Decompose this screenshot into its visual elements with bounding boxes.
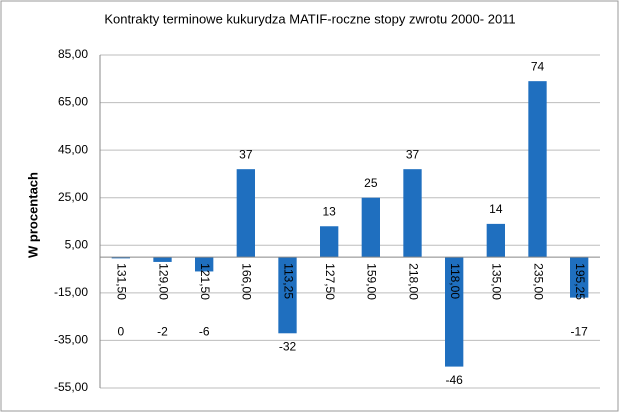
data-label: 37 <box>406 147 420 161</box>
data-label: -32 <box>279 339 297 353</box>
x-tick-label: 118,00 <box>448 263 462 299</box>
x-tick-label: 235,00 <box>531 263 545 300</box>
x-tick-label: 218,00 <box>406 263 420 300</box>
bar <box>111 257 130 259</box>
y-tick-label: 65,00 <box>58 95 88 109</box>
data-label: 74 <box>531 59 545 73</box>
bar <box>570 257 589 298</box>
bar <box>445 257 464 367</box>
bar <box>278 257 297 334</box>
x-tick-label: 127,50 <box>323 263 337 300</box>
y-tick-label: -55,00 <box>54 380 88 394</box>
bar <box>528 81 547 258</box>
bar <box>486 223 505 258</box>
x-tick-label: 135,00 <box>490 263 504 300</box>
data-label: 14 <box>489 202 503 216</box>
data-label: -2 <box>157 324 168 338</box>
y-tick-label: 85,00 <box>58 47 88 61</box>
data-label: -17 <box>570 324 588 338</box>
data-label: -6 <box>199 324 210 338</box>
bar <box>153 257 172 262</box>
x-tick-label: 129,00 <box>156 263 170 300</box>
x-tick-label: 113,25 <box>281 263 295 299</box>
y-tick-label: -15,00 <box>54 285 88 299</box>
x-tick-label: 166,00 <box>240 263 254 300</box>
y-tick-label: 25,00 <box>58 190 88 204</box>
data-label: 0 <box>117 324 124 338</box>
y-axis-label: W procentach <box>25 172 40 258</box>
y-tick-label: 5,00 <box>65 237 89 251</box>
x-tick-label: 131,50 <box>115 263 129 300</box>
data-label: 13 <box>322 204 336 218</box>
x-tick-label: 121,50 <box>198 263 212 300</box>
bar <box>236 169 255 258</box>
x-tick-label: 195,25 <box>573 263 587 300</box>
data-label: 25 <box>364 176 378 190</box>
bar <box>320 226 339 258</box>
data-label: -46 <box>445 373 463 387</box>
bar <box>361 197 380 258</box>
bar <box>403 169 422 258</box>
data-label: 37 <box>239 147 253 161</box>
x-tick-label: 159,00 <box>365 263 379 300</box>
chart-title: Kontrakty terminowe kukurydza MATIF-rocz… <box>104 11 515 26</box>
y-tick-label: -35,00 <box>54 333 88 347</box>
bar <box>195 257 214 272</box>
y-tick-label: 45,00 <box>58 142 88 156</box>
